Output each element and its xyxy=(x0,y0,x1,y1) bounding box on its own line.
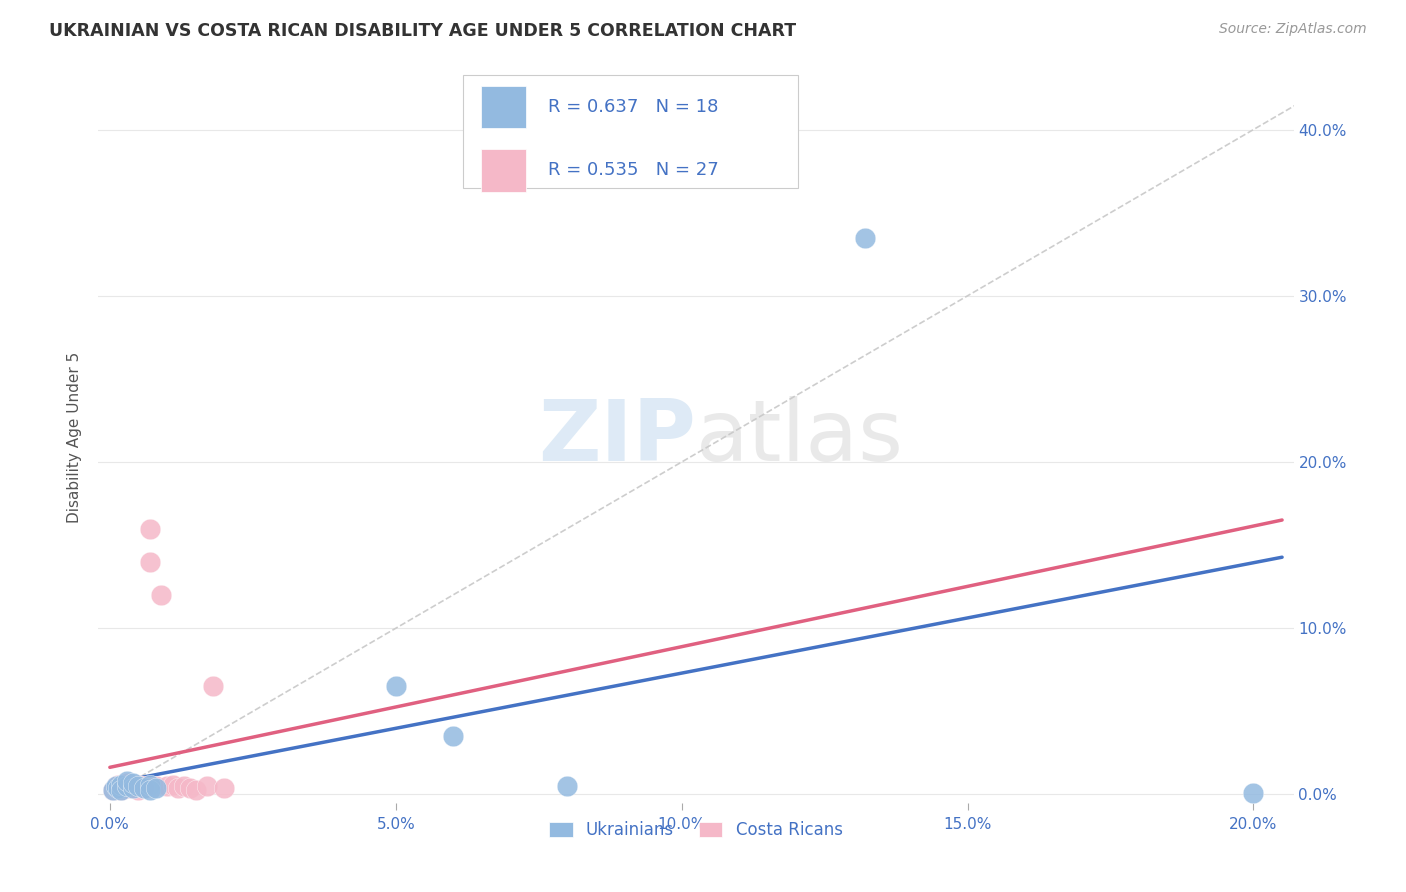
Point xyxy=(121,776,143,790)
Point xyxy=(173,779,195,793)
Point xyxy=(441,729,464,743)
Text: Source: ZipAtlas.com: Source: ZipAtlas.com xyxy=(1219,22,1367,37)
Point xyxy=(139,782,162,797)
Point xyxy=(201,680,224,694)
Point xyxy=(1243,786,1265,800)
Point xyxy=(555,779,578,793)
Legend: Ukrainians, Costa Ricans: Ukrainians, Costa Ricans xyxy=(543,814,849,846)
Point xyxy=(115,774,138,789)
Point xyxy=(110,782,132,797)
Point xyxy=(167,780,190,795)
Y-axis label: Disability Age Under 5: Disability Age Under 5 xyxy=(67,351,83,523)
Point xyxy=(110,782,132,797)
Point xyxy=(179,780,201,795)
Point xyxy=(139,555,162,569)
Point xyxy=(104,779,127,793)
Point xyxy=(101,782,124,797)
Point xyxy=(145,779,167,793)
Point xyxy=(145,780,167,795)
Point xyxy=(127,778,149,792)
Text: R = 0.535   N = 27: R = 0.535 N = 27 xyxy=(548,161,718,179)
Point xyxy=(127,782,149,797)
Point xyxy=(162,778,184,792)
Point xyxy=(110,778,132,792)
FancyBboxPatch shape xyxy=(481,149,526,192)
Text: atlas: atlas xyxy=(696,395,904,479)
Point xyxy=(134,780,156,795)
Point xyxy=(134,780,156,795)
Point xyxy=(107,778,129,792)
Point xyxy=(853,230,876,244)
Point xyxy=(110,779,132,793)
Point xyxy=(115,780,138,795)
FancyBboxPatch shape xyxy=(463,75,797,188)
Text: R = 0.637   N = 18: R = 0.637 N = 18 xyxy=(548,98,718,116)
Point xyxy=(127,779,149,793)
Point xyxy=(121,780,143,795)
Point xyxy=(195,779,218,793)
Point xyxy=(104,780,127,795)
Text: UKRAINIAN VS COSTA RICAN DISABILITY AGE UNDER 5 CORRELATION CHART: UKRAINIAN VS COSTA RICAN DISABILITY AGE … xyxy=(49,22,796,40)
Point xyxy=(115,776,138,790)
Point xyxy=(104,779,127,793)
Point xyxy=(101,782,124,797)
Point xyxy=(212,780,235,795)
Text: ZIP: ZIP xyxy=(538,395,696,479)
Point xyxy=(139,778,162,792)
Point xyxy=(139,521,162,535)
Point xyxy=(121,779,143,793)
Point xyxy=(184,782,207,797)
Point xyxy=(115,779,138,793)
Point xyxy=(107,780,129,795)
FancyBboxPatch shape xyxy=(481,86,526,128)
Point xyxy=(150,588,173,602)
Point xyxy=(134,779,156,793)
Point xyxy=(384,680,406,694)
Point xyxy=(156,779,179,793)
Point xyxy=(121,780,143,795)
